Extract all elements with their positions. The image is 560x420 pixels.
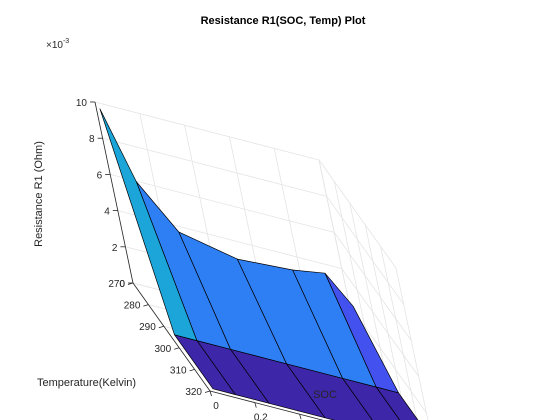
z-tick-label: 6 [97,170,103,181]
x-tick-mark [254,402,257,408]
y-tick-label: 290 [139,322,156,333]
grid-line [110,174,335,233]
grid-line [349,304,427,414]
x-axis-line [209,390,324,420]
x-tick-mark [299,414,302,420]
surface [99,108,419,420]
surface-patch [99,108,198,341]
grid-line [364,224,404,406]
z-tick-label: 10 [76,98,88,109]
grid-line [318,159,397,269]
y-tick-mark [143,304,149,307]
z-tick-label: 8 [89,134,95,145]
y-tick-mark [204,390,211,393]
z-tick-label: 0 [119,279,125,290]
y-tick-mark [158,325,164,329]
y-tick-label: 310 [170,365,187,376]
y-tick-mark [189,369,195,372]
grid-line [94,101,320,161]
grid-line [333,232,412,341]
grid-line [326,195,404,305]
z-axis-label: Resistance R1 (Ohm) [33,141,45,247]
x-tick-label: 0 [213,401,219,412]
z-exponent-label: ×10-3 [46,38,69,51]
z-tick-label: 2 [112,243,118,254]
grid-line [341,268,420,377]
x-tick-mark [209,390,212,397]
y-tick-label: 300 [155,344,172,355]
grid-line [380,246,418,420]
x-tick-label: 0.2 [254,413,268,420]
x-axis-label: SOC [313,389,337,401]
grid-line [102,137,327,197]
tick-labels: 00.20.40.60.812702802903003103200246810 [76,98,268,420]
y-tick-label: 270 [108,279,125,290]
z-tick-label: 4 [104,207,110,218]
axes [90,101,324,420]
y-tick-mark [174,347,180,350]
y-tick-label: 320 [185,387,202,398]
chart-title: Resistance R1(SOC, Temp) Plot [201,15,366,27]
y-axis-label: Temperature(Kelvin) [37,377,136,389]
grid-line [395,267,429,420]
y-axis-line [132,282,211,392]
grid-line [349,203,389,385]
z-axis-line [94,101,134,284]
y-tick-label: 280 [124,301,141,312]
